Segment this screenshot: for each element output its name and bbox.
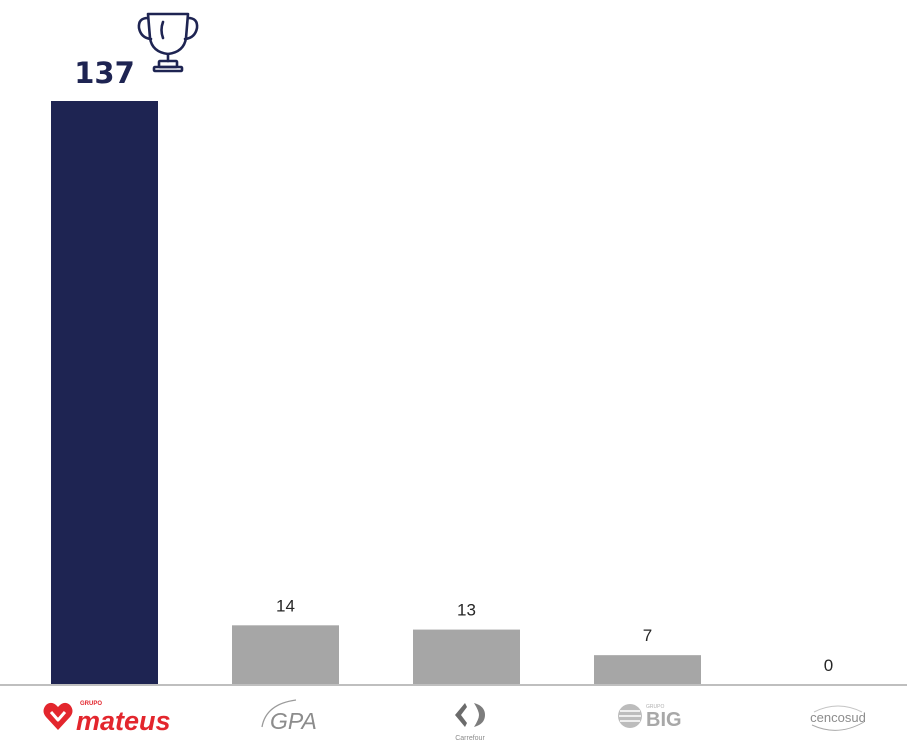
value-label-cencosud: 0 [824,656,833,675]
carrefour-logo-text: Carrefour [455,735,485,742]
bar-big [594,655,701,685]
value-label-big: 7 [643,626,652,645]
category-logo-carrefour: Carrefour [455,703,485,742]
mateus-logo-prefix: GRUPO [80,701,102,707]
bar-gpa [232,625,339,685]
gpa-logo-text: GPA [270,708,317,734]
value-label-mateus: 137 [74,56,135,90]
category-logo-cencosud: cencosud [810,705,866,731]
bar-mateus [51,101,158,685]
mateus-logo-text: mateus [76,706,171,736]
bar-carrefour [413,629,520,685]
cencosud-logo-text: cencosud [810,710,866,725]
category-logo-gpa: GPA [261,699,317,734]
value-label-gpa: 14 [276,596,295,615]
carrefour-icon [455,703,467,727]
bars-group [51,101,701,685]
big-logo-text: BIG [646,709,682,731]
value-label-carrefour: 13 [457,601,476,620]
heart-icon [43,702,73,730]
category-logo-mateus: GRUPO mateus [43,701,171,736]
trophy-icon [137,12,199,73]
big-logo-prefix: GRUPO [646,704,664,710]
category-logo-big: GRUPO BIG [618,704,682,731]
